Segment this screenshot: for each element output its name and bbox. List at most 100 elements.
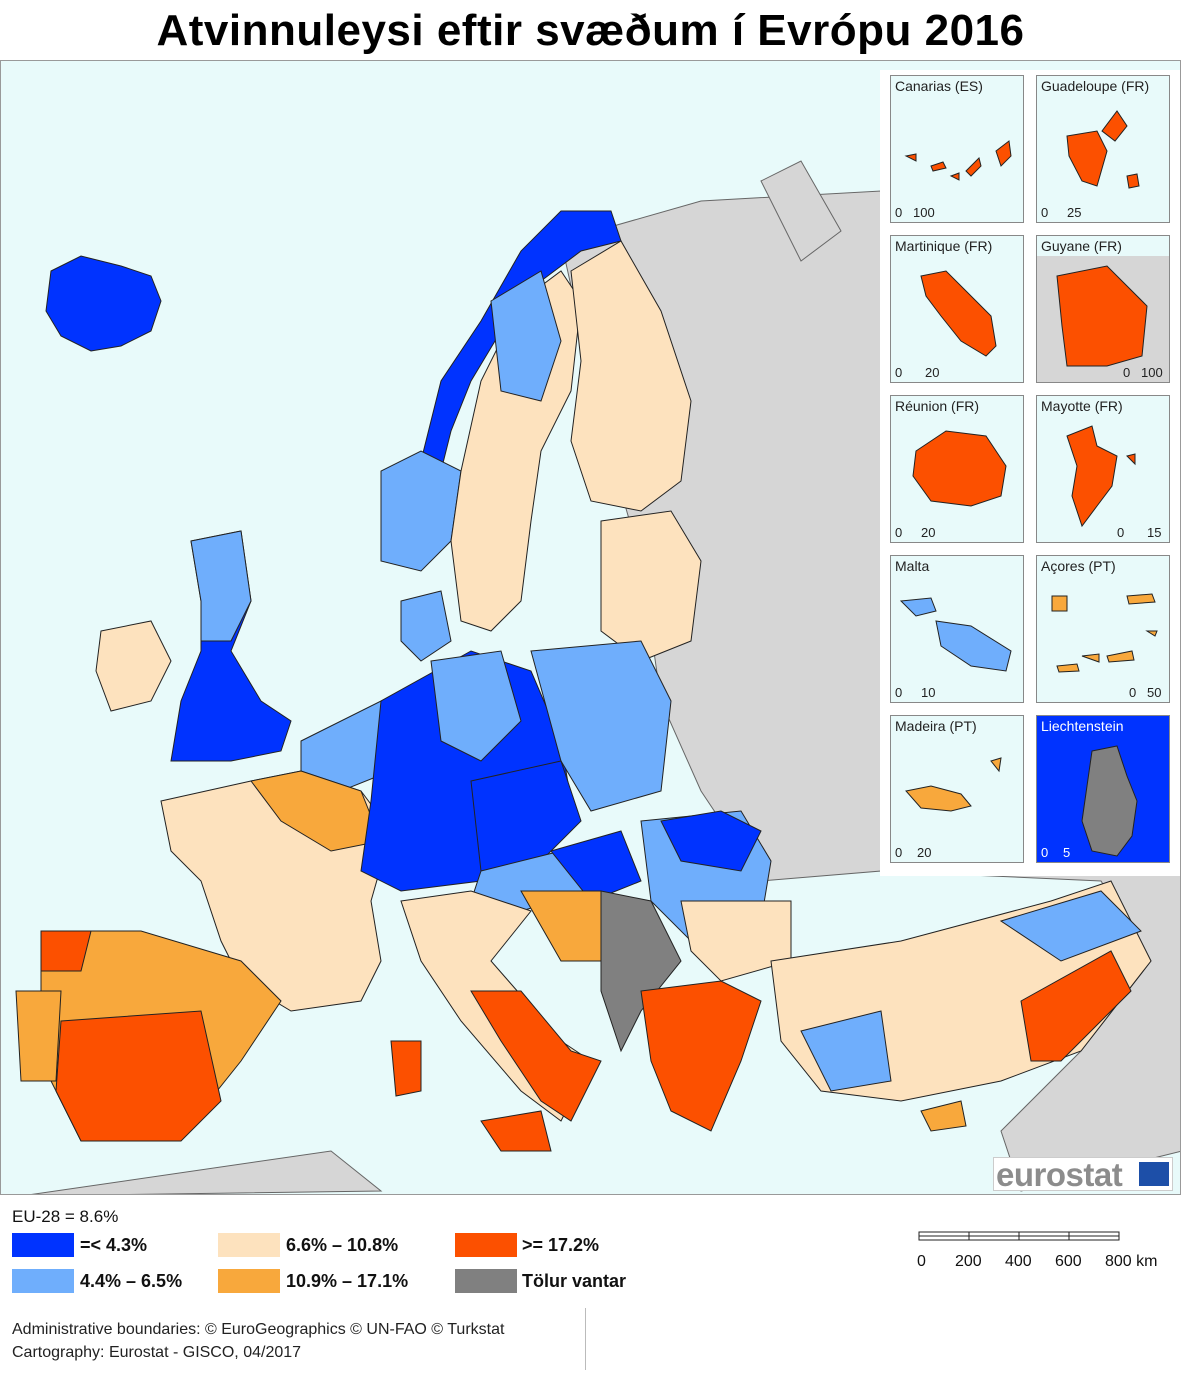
inset-martinique[interactable]: Martinique (FR) 0 20	[890, 235, 1024, 383]
inset-shape	[1066, 425, 1136, 528]
inset-madeira[interactable]: Madeira (PT) 0 20	[890, 715, 1024, 863]
region-finland	[570, 240, 692, 512]
inset-scale-min: 0	[1129, 685, 1137, 700]
credits-cartography: Cartography: Eurostat - GISCO, 04/2017	[12, 1344, 302, 1361]
credits-box	[0, 1308, 586, 1370]
region-western-balkans	[600, 890, 682, 1053]
inset-reunion[interactable]: Réunion (FR) 0 20	[890, 395, 1024, 543]
legend-swatch	[12, 1269, 74, 1293]
inset-scale-min: 0	[1123, 365, 1131, 380]
region-romania-west	[660, 810, 762, 872]
inset-shape	[904, 140, 1012, 181]
inset-label: Liechtenstein	[1041, 718, 1124, 734]
region-sweden-north	[490, 270, 562, 402]
inset-scale-max: 100	[1141, 365, 1163, 380]
inset-scale-max: 20	[917, 845, 932, 860]
inset-scale-max: 10	[921, 685, 936, 700]
inset-shape	[920, 270, 997, 357]
inset-scale-min: 0	[895, 365, 903, 380]
region-hungary	[550, 830, 642, 902]
region-norway-south	[380, 450, 462, 572]
north-africa	[31, 1150, 383, 1194]
inset-panel: Canarias (ES) 0 100 Guadeloupe (FR) 0 25…	[880, 70, 1180, 876]
eu-flag-icon	[1139, 1162, 1169, 1186]
scale-bar: 0 200 400 600 800 km	[905, 1218, 1173, 1278]
inset-shape	[912, 430, 1007, 507]
credits-boundaries: Administrative boundaries: © EuroGeograp…	[12, 1321, 505, 1338]
inset-shape	[1037, 256, 1169, 382]
scale-tick-label: 0	[917, 1253, 926, 1270]
legend-label: 10.9% – 17.1%	[286, 1271, 409, 1291]
inset-scale-min: 0	[895, 205, 903, 220]
inset-liechtenstein[interactable]: Liechtenstein 0 5	[1036, 715, 1170, 863]
eurostat-logo-text: eurostat	[996, 1156, 1123, 1193]
scale-tick-label: 400	[1005, 1253, 1032, 1270]
inset-malta[interactable]: Malta 0 10	[890, 555, 1024, 703]
region-iceland	[45, 255, 162, 352]
legend-swatch	[455, 1269, 517, 1293]
inset-scale-max: 15	[1147, 525, 1162, 540]
scale-tick-label: 800 km	[1105, 1253, 1158, 1270]
inset-shape	[899, 597, 1012, 672]
inset-scale-max: 100	[913, 205, 935, 220]
inset-scale-min: 0	[895, 525, 903, 540]
inset-guyane[interactable]: Guyane (FR) 0 100	[1036, 235, 1170, 383]
region-denmark	[400, 590, 452, 662]
inset-label: Malta	[895, 558, 930, 574]
inset-shape	[905, 757, 1002, 812]
region-germany-north	[430, 650, 522, 762]
legend-label: Tölur vantar	[522, 1271, 627, 1291]
inset-scale-max: 5	[1063, 845, 1071, 860]
legend-swatch	[455, 1233, 517, 1257]
inset-guadeloupe[interactable]: Guadeloupe (FR) 0 25	[1036, 75, 1170, 223]
inset-canarias[interactable]: Canarias (ES) 0 100	[890, 75, 1024, 223]
credits: Administrative boundaries: © EuroGeograp…	[12, 1318, 504, 1364]
map-canvas	[15, 160, 1180, 1194]
region-bulgaria	[680, 900, 792, 982]
eu-average: EU-28 = 8.6%	[12, 1207, 119, 1226]
inset-scale-min: 0	[1117, 525, 1125, 540]
region-turkey-northeast	[999, 890, 1142, 962]
inset-label: Açores (PT)	[1041, 558, 1116, 574]
region-uk-scotland	[190, 530, 252, 642]
region-sicily	[480, 1110, 552, 1152]
region-baltics	[600, 510, 702, 662]
legend-swatch	[218, 1269, 280, 1293]
inset-scale-max: 20	[921, 525, 936, 540]
region-portugal	[15, 990, 62, 1082]
region-ireland	[95, 620, 172, 712]
legend: EU-28 = 8.6% =< 4.3% 4.4% – 6.5% 6.6% – …	[0, 1197, 650, 1307]
legend-label: 4.4% – 6.5%	[80, 1271, 183, 1291]
region-turkey-southeast	[1020, 950, 1132, 1062]
legend-swatch	[12, 1233, 74, 1257]
legend-label: 6.6% – 10.8%	[286, 1235, 399, 1255]
inset-label: Madeira (PT)	[895, 718, 977, 734]
scale-bar-graphic	[918, 1231, 1120, 1241]
legend-label: >= 17.2%	[522, 1235, 600, 1255]
inset-scale-max: 50	[1147, 685, 1162, 700]
region-benelux	[300, 700, 392, 792]
inset-scale-min: 0	[895, 845, 903, 860]
inset-acores[interactable]: Açores (PT) 0 50	[1036, 555, 1170, 703]
inset-mayotte[interactable]: Mayotte (FR) 0 15	[1036, 395, 1170, 543]
inset-shape	[1066, 110, 1140, 189]
region-sardinia	[390, 1040, 422, 1097]
inset-label: Canarias (ES)	[895, 78, 983, 94]
inset-scale-min: 0	[895, 685, 903, 700]
scale-tick-label: 600	[1055, 1253, 1082, 1270]
inset-shape	[1051, 593, 1158, 673]
inset-scale-min: 0	[1041, 845, 1049, 860]
map-title: Atvinnuleysi eftir svæðum í Evrópu 2016	[156, 6, 1025, 55]
region-cyprus	[920, 1100, 967, 1132]
region-norway-north	[420, 210, 622, 472]
region-greece	[640, 980, 762, 1132]
kola-area	[760, 160, 842, 262]
region-croatia	[520, 890, 602, 962]
inset-label: Réunion (FR)	[895, 398, 980, 414]
eurostat-logo: eurostat	[993, 1156, 1173, 1193]
region-turkey-central	[800, 1010, 892, 1092]
inset-scale-min: 0	[1041, 205, 1049, 220]
inset-scale-max: 25	[1067, 205, 1082, 220]
inset-shape	[1081, 745, 1138, 857]
inset-scale-max: 20	[925, 365, 940, 380]
